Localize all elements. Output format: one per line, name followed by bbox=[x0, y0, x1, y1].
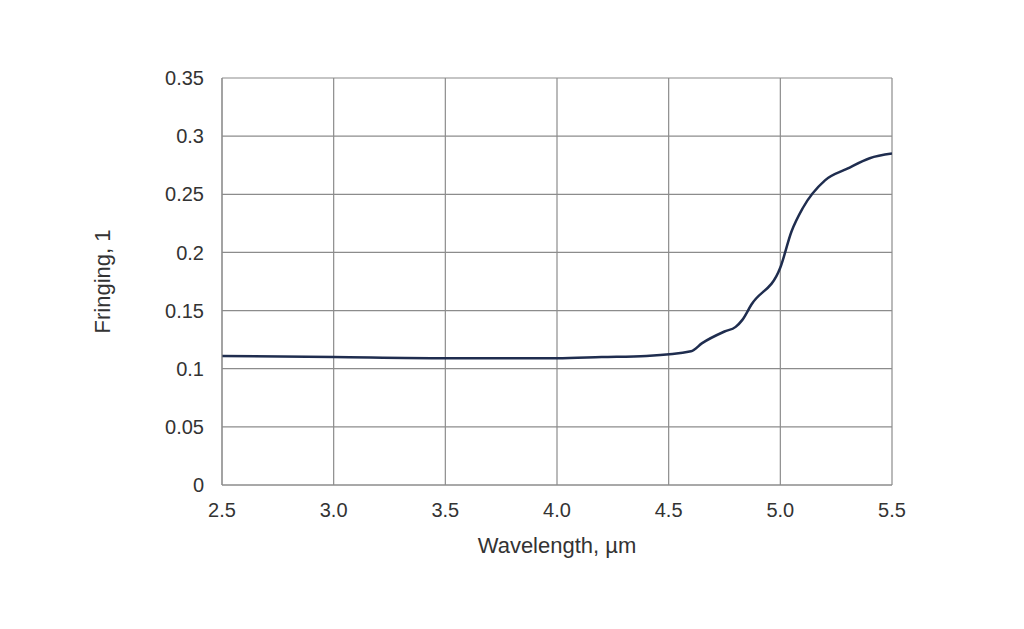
svg-text:Fringing, 1: Fringing, 1 bbox=[90, 230, 115, 334]
svg-text:5.0: 5.0 bbox=[766, 499, 794, 521]
svg-text:0.35: 0.35 bbox=[165, 67, 204, 89]
svg-text:0.2: 0.2 bbox=[176, 242, 204, 264]
svg-text:0: 0 bbox=[193, 474, 204, 496]
svg-text:4.5: 4.5 bbox=[655, 499, 683, 521]
svg-text:0.25: 0.25 bbox=[165, 183, 204, 205]
svg-text:0.05: 0.05 bbox=[165, 416, 204, 438]
svg-text:Wavelength, µm: Wavelength, µm bbox=[478, 533, 637, 558]
svg-text:3.0: 3.0 bbox=[320, 499, 348, 521]
svg-text:5.5: 5.5 bbox=[878, 499, 906, 521]
svg-text:0.3: 0.3 bbox=[176, 125, 204, 147]
svg-text:0.15: 0.15 bbox=[165, 300, 204, 322]
svg-text:4.0: 4.0 bbox=[543, 499, 571, 521]
svg-text:3.5: 3.5 bbox=[431, 499, 459, 521]
svg-text:0.1: 0.1 bbox=[176, 358, 204, 380]
svg-text:2.5: 2.5 bbox=[208, 499, 236, 521]
